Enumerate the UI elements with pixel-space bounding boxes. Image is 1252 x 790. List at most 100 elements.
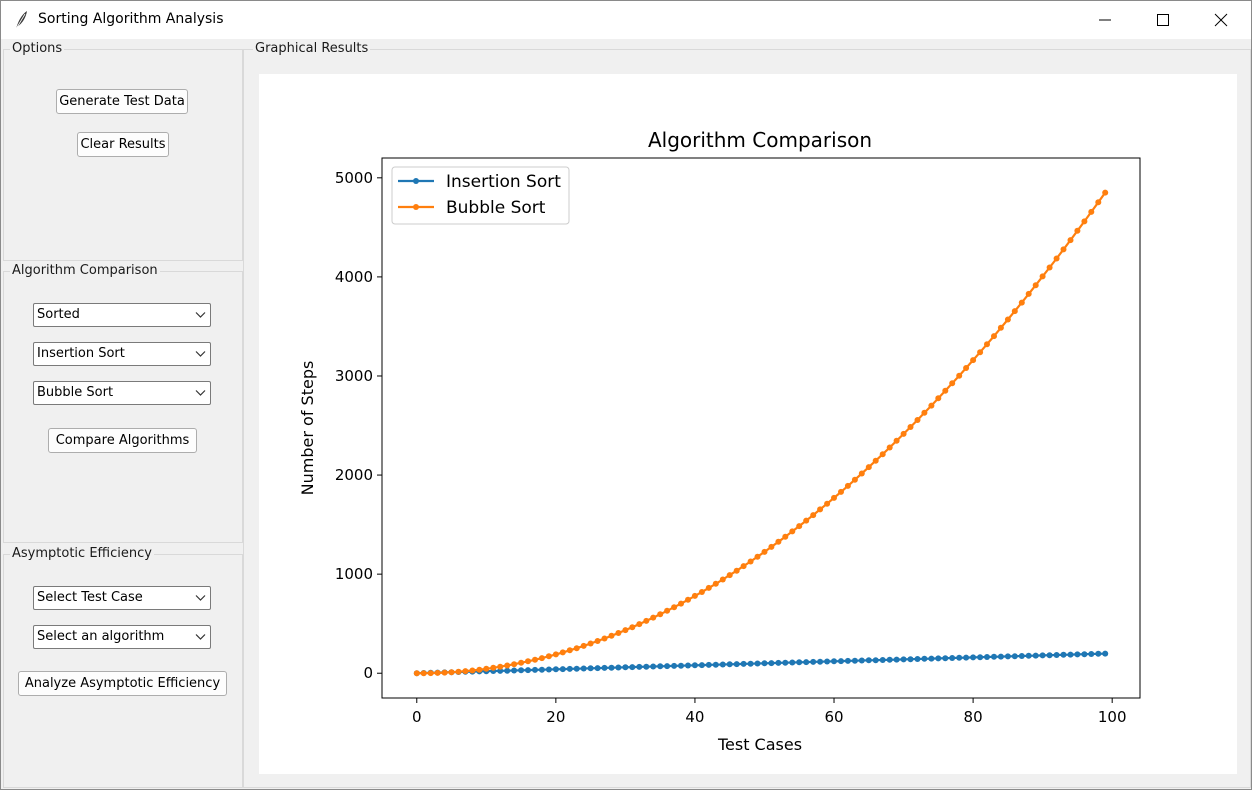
data-point-insertion-sort xyxy=(636,663,643,670)
data-point-bubble-sort xyxy=(601,635,608,642)
data-point-bubble-sort xyxy=(1060,246,1067,253)
efficiency-case-select[interactable]: Select Test Case xyxy=(33,586,211,610)
plot-layer xyxy=(413,189,1109,677)
data-point-bubble-sort xyxy=(838,488,844,495)
data-point-insertion-sort xyxy=(803,659,810,666)
legend: Insertion Sort Bubble Sort xyxy=(391,166,570,225)
comparison-case-select[interactable]: Sorted xyxy=(33,303,211,327)
close-button[interactable] xyxy=(1192,1,1250,39)
data-point-bubble-sort xyxy=(643,617,650,624)
data-point-bubble-sort xyxy=(817,506,824,513)
maximize-icon xyxy=(1157,14,1169,26)
y-tick-label: 0 xyxy=(363,664,373,682)
maximize-button[interactable] xyxy=(1134,1,1192,39)
data-point-bubble-sort xyxy=(879,451,886,458)
data-point-insertion-sort xyxy=(956,654,963,661)
data-point-bubble-sort xyxy=(907,424,914,430)
x-axis-label: Test Cases xyxy=(717,735,802,754)
legend-marker-insertion-sort xyxy=(413,178,419,184)
data-point-insertion-sort xyxy=(817,658,824,665)
data-point-bubble-sort xyxy=(650,614,657,621)
plot-canvas[interactable]: Algorithm Comparison 0 20 40 60 80 100 0 1000 20… xyxy=(259,74,1237,774)
data-point-insertion-sort xyxy=(580,665,587,672)
legend-marker-bubble-sort xyxy=(413,204,419,210)
data-point-bubble-sort xyxy=(698,589,705,595)
data-point-insertion-sort xyxy=(970,654,977,661)
y-axis-label: Number of Steps xyxy=(298,361,317,496)
data-point-insertion-sort xyxy=(1067,651,1074,658)
analyze-efficiency-button[interactable]: Analyze Asymptotic Efficiency xyxy=(18,671,227,696)
data-point-bubble-sort xyxy=(664,607,671,614)
comparison-case-value: Sorted xyxy=(37,307,80,322)
data-point-bubble-sort xyxy=(420,670,427,677)
data-point-bubble-sort xyxy=(963,365,970,371)
data-point-insertion-sort xyxy=(900,656,907,663)
efficiency-case-value: Select Test Case xyxy=(37,590,143,605)
y-tick-label: 3000 xyxy=(335,367,373,385)
chevron-down-icon xyxy=(195,351,206,357)
generate-test-data-button[interactable]: Generate Test Data xyxy=(56,89,188,114)
data-point-bubble-sort xyxy=(615,630,622,636)
data-point-bubble-sort xyxy=(810,512,817,519)
data-point-insertion-sort xyxy=(865,657,872,664)
clear-results-button[interactable]: Clear Results xyxy=(77,132,169,157)
data-point-insertion-sort xyxy=(1088,651,1095,657)
data-point-insertion-sort xyxy=(810,658,817,665)
data-point-bubble-sort xyxy=(1081,218,1088,225)
data-point-insertion-sort xyxy=(1081,651,1088,658)
data-point-bubble-sort xyxy=(1074,227,1081,234)
data-point-bubble-sort xyxy=(511,661,518,668)
data-point-insertion-sort xyxy=(907,656,914,663)
data-point-bubble-sort xyxy=(1046,264,1053,271)
title-bar[interactable]: Sorting Algorithm Analysis xyxy=(1,1,1251,39)
data-point-bubble-sort xyxy=(566,647,573,654)
data-point-bubble-sort xyxy=(942,387,949,394)
data-point-bubble-sort xyxy=(413,670,420,677)
data-point-bubble-sort xyxy=(886,444,893,451)
data-point-insertion-sort xyxy=(935,655,942,662)
data-point-insertion-sort xyxy=(872,657,879,664)
data-point-bubble-sort xyxy=(657,611,664,618)
data-point-insertion-sort xyxy=(504,667,511,674)
data-point-bubble-sort xyxy=(497,663,504,670)
data-point-insertion-sort xyxy=(782,659,789,666)
chevron-down-icon xyxy=(195,595,206,601)
data-point-bubble-sort xyxy=(504,662,511,669)
data-point-insertion-sort xyxy=(942,655,949,662)
efficiency-label: Asymptotic Efficiency xyxy=(10,546,154,561)
data-point-insertion-sort xyxy=(719,661,726,668)
comparison-algo2-value: Bubble Sort xyxy=(37,385,114,400)
compare-algorithms-button[interactable]: Compare Algorithms xyxy=(48,428,197,453)
data-point-insertion-sort xyxy=(601,664,608,671)
efficiency-algo-select[interactable]: Select an algorithm xyxy=(33,625,211,649)
data-point-bubble-sort xyxy=(803,517,810,524)
data-point-insertion-sort xyxy=(851,657,858,664)
data-point-bubble-sort xyxy=(691,592,698,599)
data-point-bubble-sort xyxy=(761,548,768,555)
data-point-insertion-sort xyxy=(573,665,580,672)
data-point-insertion-sort xyxy=(1046,652,1053,659)
data-point-bubble-sort xyxy=(608,632,615,639)
data-point-bubble-sort xyxy=(594,638,601,644)
plot-frame xyxy=(381,157,1141,699)
data-point-bubble-sort xyxy=(865,464,872,471)
minimize-button[interactable] xyxy=(1076,1,1134,39)
data-point-bubble-sort xyxy=(678,600,684,607)
data-point-bubble-sort xyxy=(622,627,629,634)
data-point-bubble-sort xyxy=(789,528,796,535)
data-point-insertion-sort xyxy=(712,661,719,668)
data-point-insertion-sort xyxy=(525,667,531,674)
data-point-bubble-sort xyxy=(844,482,851,489)
data-point-bubble-sort xyxy=(483,665,490,672)
data-point-insertion-sort xyxy=(984,654,990,660)
data-point-insertion-sort xyxy=(977,654,984,661)
data-point-bubble-sort xyxy=(552,651,559,658)
comparison-algo2-select[interactable]: Bubble Sort xyxy=(33,381,211,405)
data-point-bubble-sort xyxy=(685,596,691,603)
data-point-bubble-sort xyxy=(956,372,963,379)
data-point-insertion-sort xyxy=(615,664,622,671)
comparison-algo1-select[interactable]: Insertion Sort xyxy=(33,342,211,366)
data-point-bubble-sort xyxy=(775,538,782,545)
data-point-insertion-sort xyxy=(963,654,970,661)
data-point-bubble-sort xyxy=(545,653,552,660)
